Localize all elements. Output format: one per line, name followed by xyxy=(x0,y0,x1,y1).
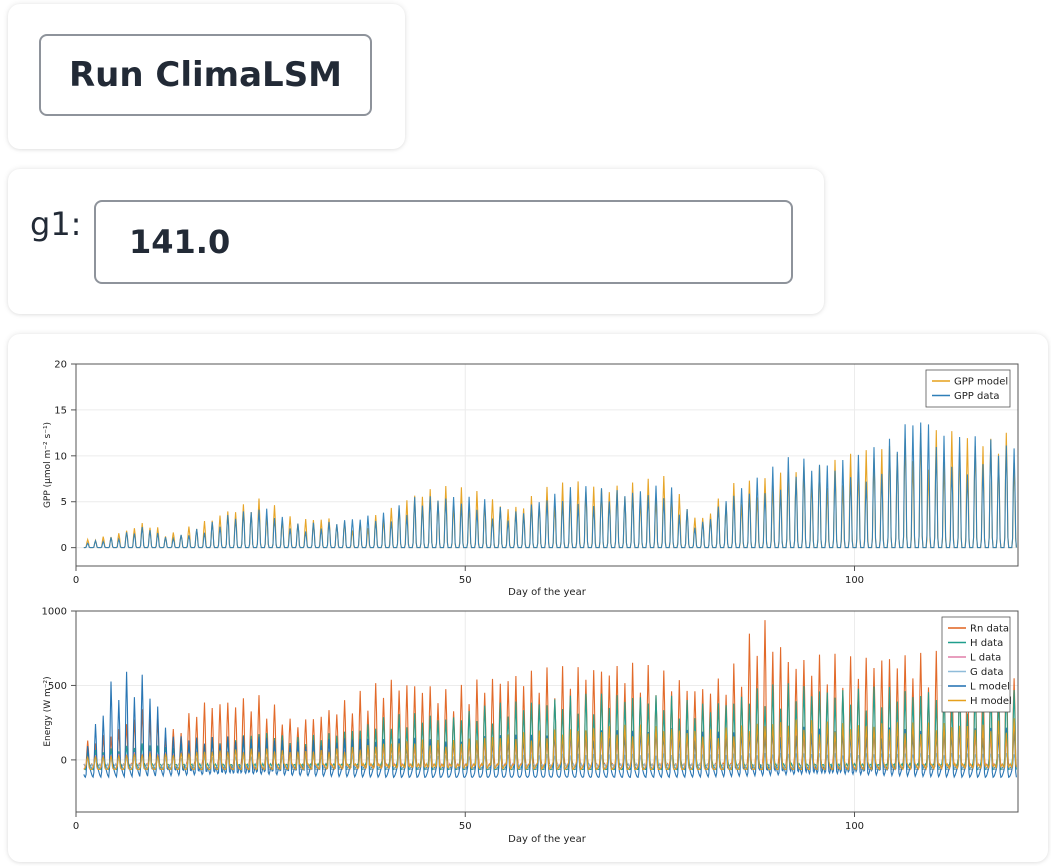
series-line-gpp-model xyxy=(83,430,1017,549)
plot-frame xyxy=(75,363,1019,567)
y-tick-label: 5 xyxy=(61,497,67,508)
series-line-h-data xyxy=(83,683,1017,771)
x-tick-label: 100 xyxy=(845,575,864,586)
run-climalsm-button[interactable]: Run ClimaLSM xyxy=(39,34,372,116)
legend-label-gpp-data: GPP data xyxy=(954,391,1000,402)
x-tick-label: 0 xyxy=(73,821,79,832)
y-tick-label: 1000 xyxy=(42,607,67,618)
legend: GPP model GPP data xyxy=(925,369,1011,408)
legend-label-rn-data: Rn data xyxy=(970,624,1009,635)
run-panel: Run ClimaLSM xyxy=(8,4,405,149)
g1-label: g1: xyxy=(30,205,82,243)
legend-label-g-data: G data xyxy=(970,667,1003,678)
plot-frame xyxy=(75,610,1019,813)
gpp-chart: 0 50 100 0 5 10 15 20 Day of the year GPP (μmol m… xyxy=(43,360,1019,598)
x-axis-label: Day of the year xyxy=(508,587,587,598)
series-line-gpp-data xyxy=(83,422,1017,549)
y-axis-label: Energy (W m⁻²) xyxy=(43,676,53,746)
x-axis-label: Day of the year xyxy=(508,834,587,845)
g1-input[interactable] xyxy=(94,200,793,284)
legend: Rn data H data L data G data L model H model xyxy=(941,616,1012,713)
legend-label-gpp-model: GPP model xyxy=(954,377,1008,388)
y-tick-label: 15 xyxy=(54,405,67,416)
series-line-rn-data xyxy=(83,620,1017,771)
y-tick-label: 10 xyxy=(54,451,67,462)
y-tick-label: 20 xyxy=(54,360,67,371)
y-tick-label: 0 xyxy=(61,755,67,766)
y-tick-label: 500 xyxy=(48,681,67,692)
plot-panel: 0 50 100 0 5 10 15 20 Day of the year GPP (μmol m… xyxy=(8,334,1048,862)
x-tick-label: 50 xyxy=(459,575,472,586)
series-line-h-model xyxy=(83,718,1017,771)
legend-label-l-model: L model xyxy=(970,682,1010,693)
g1-panel: g1: xyxy=(8,169,824,314)
legend-box xyxy=(941,616,1011,713)
legend-box xyxy=(925,369,1011,408)
legend-label-h-model: H model xyxy=(970,696,1012,707)
x-tick-label: 0 xyxy=(73,575,79,586)
y-axis-label: GPP (μmol m⁻² s⁻¹) xyxy=(43,422,53,508)
x-tick-label: 100 xyxy=(845,821,864,832)
legend-label-h-data: H data xyxy=(970,638,1003,649)
legend-label-l-data: L data xyxy=(970,653,1001,664)
series-line-l-model xyxy=(83,671,1017,779)
x-tick-label: 50 xyxy=(459,821,472,832)
y-tick-label: 0 xyxy=(61,543,67,554)
